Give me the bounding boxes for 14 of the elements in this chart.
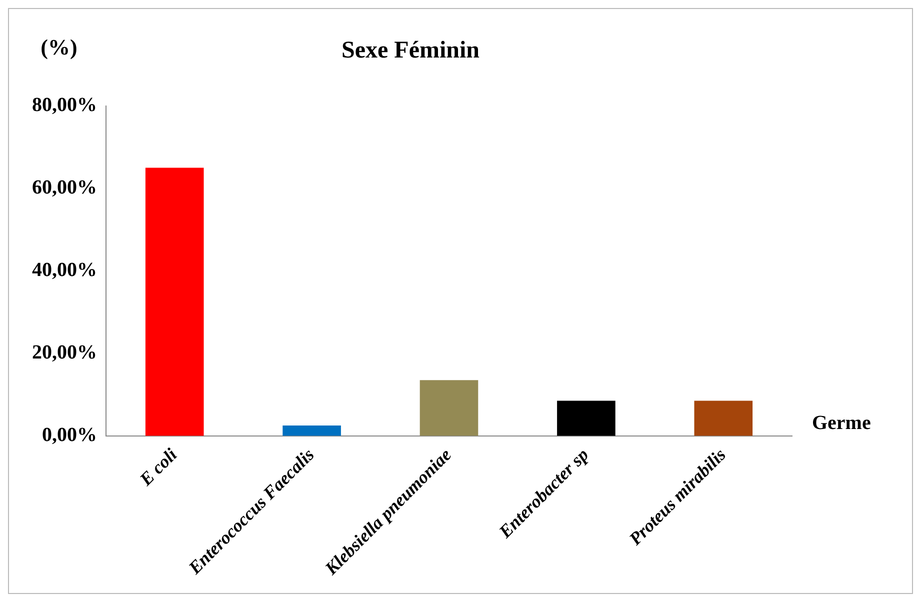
bar [145,168,204,436]
bar [694,400,753,436]
y-tick-label: 60,00% [32,176,97,198]
bar [420,380,478,436]
y-tick-label: 0,00% [42,424,97,446]
bar [282,426,341,436]
x-axis-title: Germe [812,412,871,434]
bar [557,400,616,436]
y-tick-label: 20,00% [32,342,97,364]
x-tick-label: E coli [135,444,181,490]
chart-title: Sexe Féminin [342,38,480,64]
y-axis-title: (%) [40,34,78,60]
y-tick-label: 80,00% [32,94,97,116]
y-tick-label: 40,00% [32,259,97,282]
